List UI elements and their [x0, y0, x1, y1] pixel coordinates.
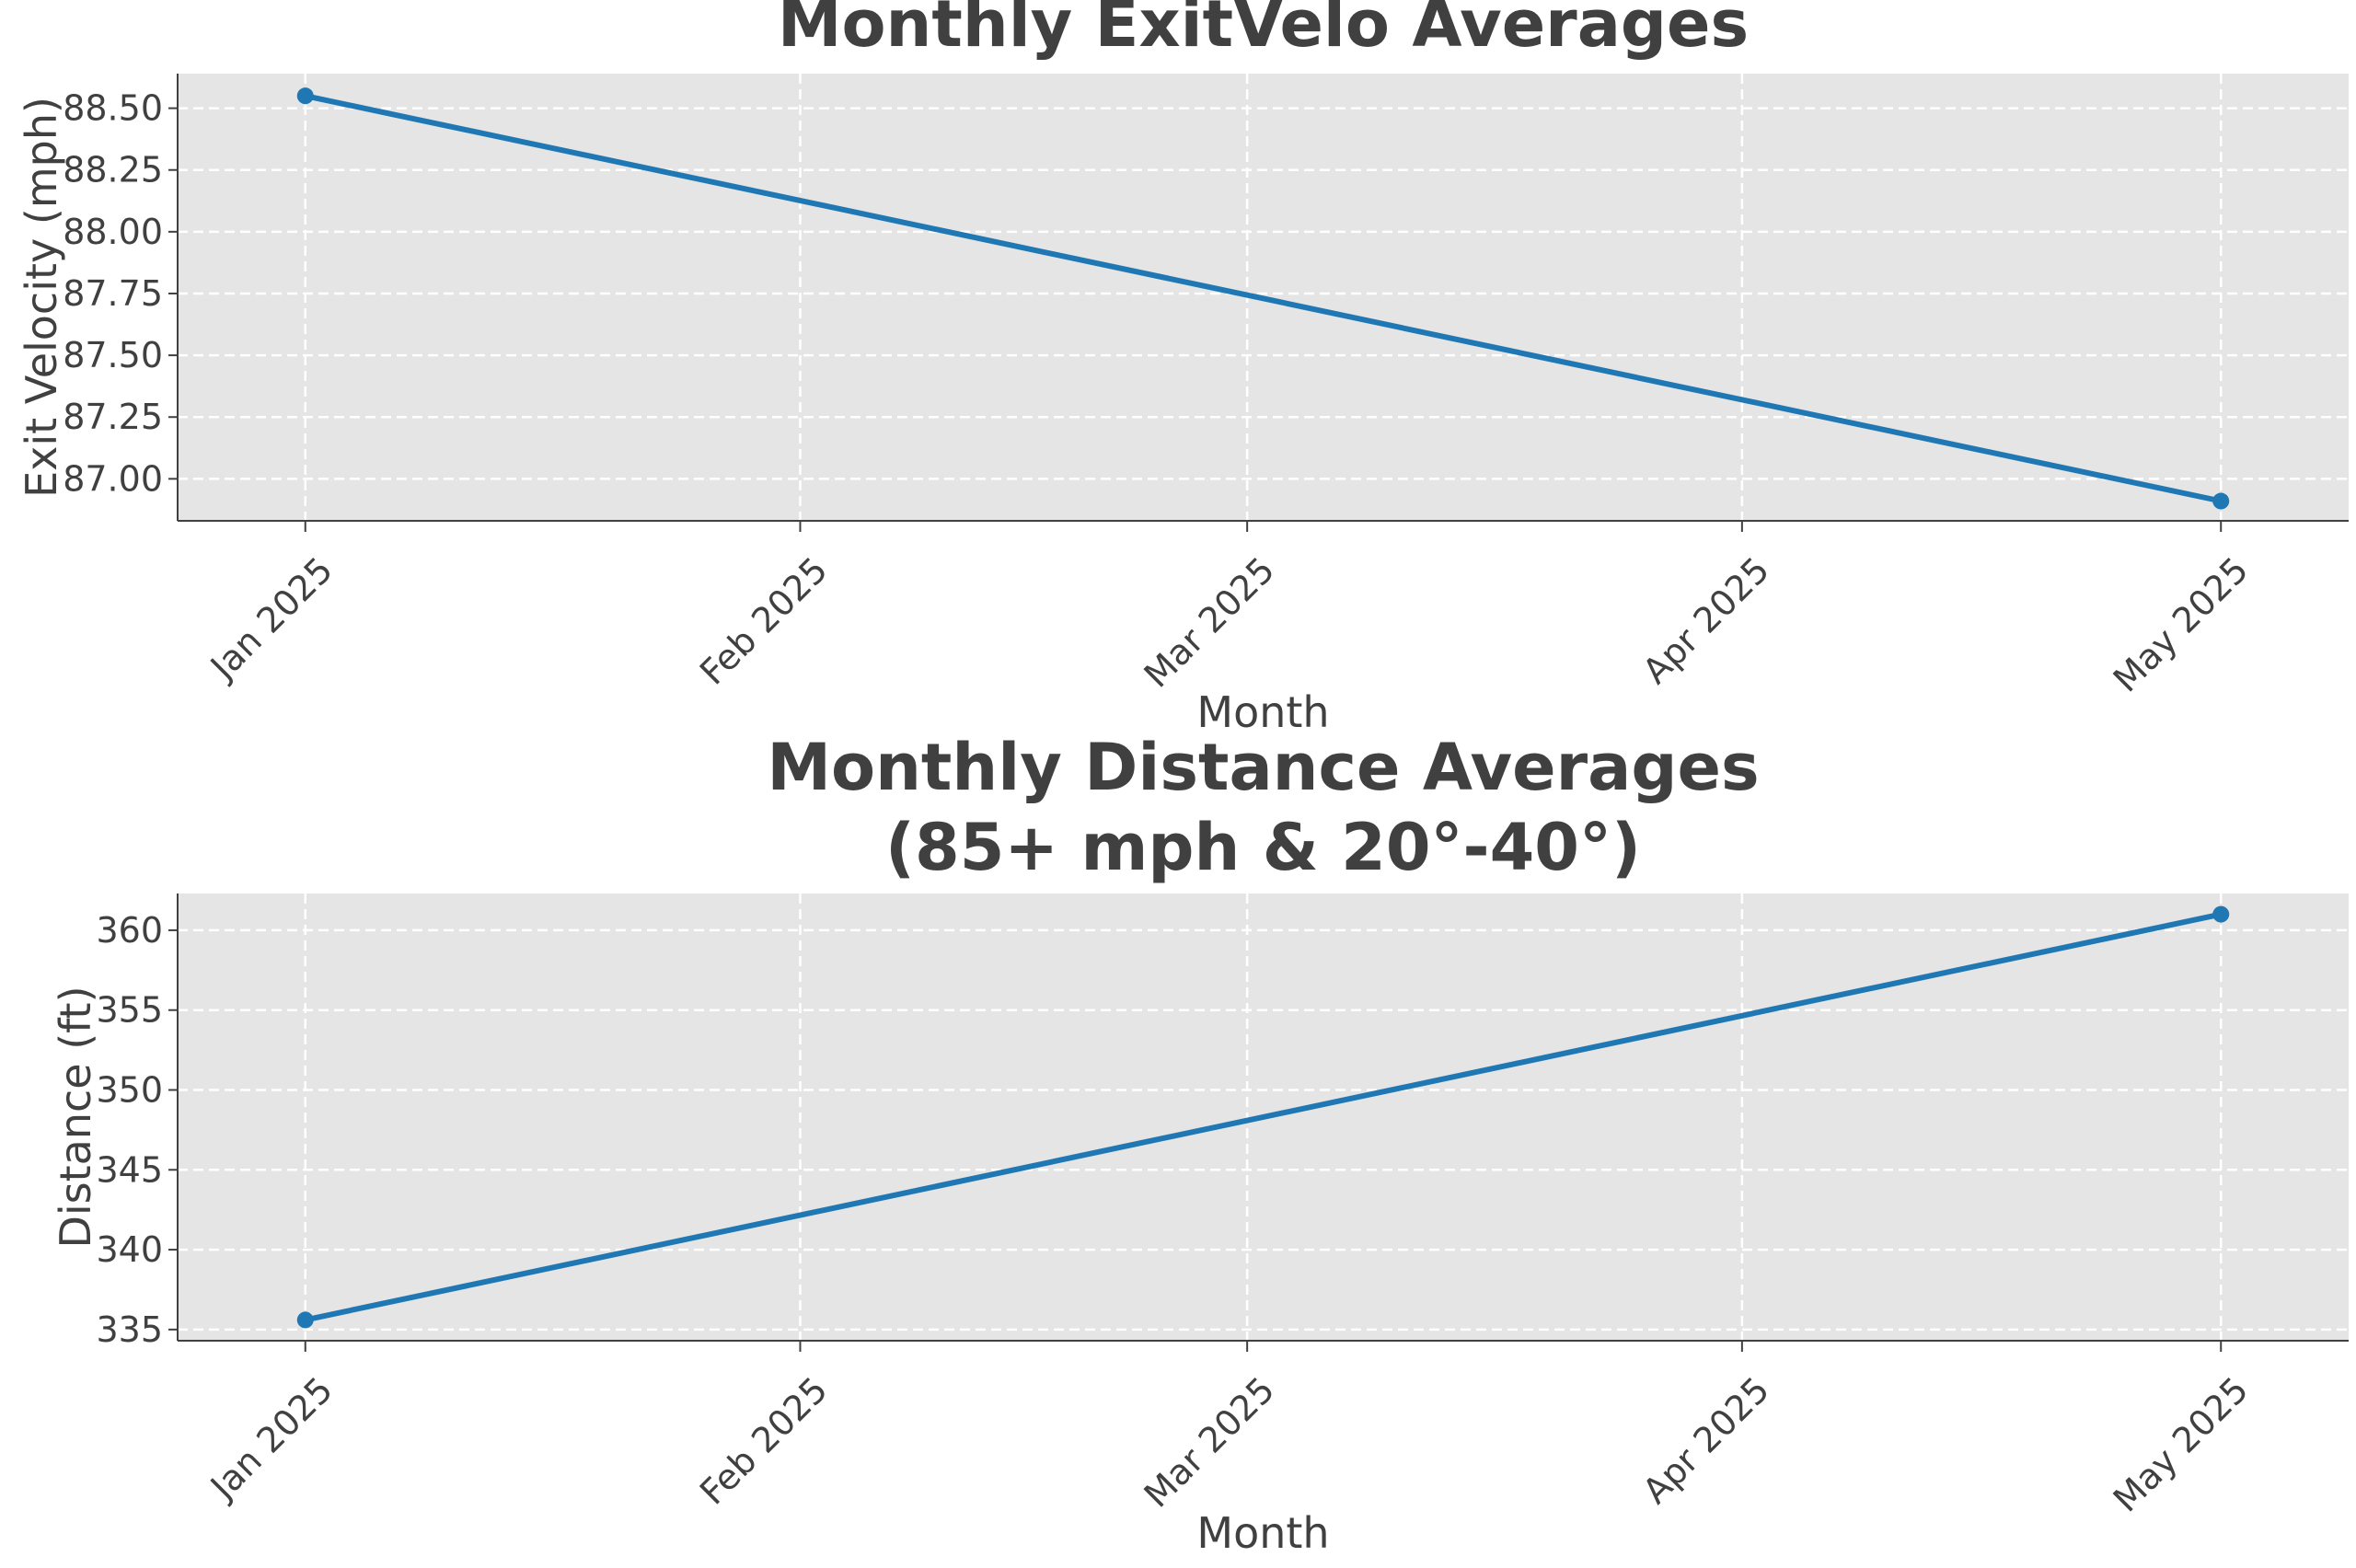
x-tick-label: Apr 2025 — [1635, 1369, 1778, 1512]
chart-title: Monthly Distance Averages — [767, 730, 1759, 805]
y-tick-label: 350 — [96, 1069, 163, 1110]
y-tick-label: 360 — [96, 910, 163, 951]
data-point — [296, 87, 314, 105]
x-tick-label: Mar 2025 — [1137, 549, 1283, 696]
y-tick-label: 345 — [96, 1149, 163, 1190]
x-tick-label: Feb 2025 — [692, 549, 836, 693]
data-point — [2212, 492, 2230, 510]
series-line — [305, 93, 2222, 504]
y-tick-label: 335 — [96, 1309, 163, 1350]
chart-1: 87.00 87.25 87.50 87.75 88.00 88.25 88.50 Jan 2… — [17, 0, 2349, 737]
series-line — [305, 911, 2222, 1323]
x-tick-label: Jan 2025 — [202, 1369, 341, 1508]
y-tick-label: 87.50 — [63, 335, 163, 375]
y-axis-label: Distance (ft) — [51, 986, 100, 1248]
y-tick-label: 87.75 — [63, 273, 163, 314]
y-tick-label: 88.00 — [63, 212, 163, 252]
data-point — [2212, 905, 2230, 923]
x-tick-label: Mar 2025 — [1137, 1369, 1283, 1516]
y-axis-label: Exit Velocity (mph) — [17, 97, 66, 498]
y-tick-label: 87.00 — [63, 458, 163, 499]
x-tick-label: May 2025 — [2106, 549, 2257, 700]
y-tick-label: 88.50 — [63, 88, 163, 129]
x-axis-label: Month — [1196, 1508, 1329, 1558]
y-tick-label: 340 — [96, 1229, 163, 1270]
x-tick-label: May 2025 — [2106, 1369, 2257, 1520]
y-tick-label: 88.25 — [63, 150, 163, 190]
x-axis-label: Month — [1196, 687, 1329, 737]
chart-title: Monthly ExitVelo Averages — [778, 0, 1749, 62]
x-tick-label: Feb 2025 — [692, 1369, 836, 1513]
chart-title: (85+ mph & 20°-40°) — [885, 810, 1641, 885]
x-tick-label: Jan 2025 — [202, 549, 341, 688]
y-tick-label: 87.25 — [63, 397, 163, 437]
x-tick-label: Apr 2025 — [1635, 549, 1778, 692]
data-point — [296, 1311, 314, 1329]
y-tick-label: 355 — [96, 990, 163, 1031]
chart-2: 335 340 345 350 355 360 Jan 2025 Feb 2025 Mar 20… — [51, 730, 2349, 1558]
